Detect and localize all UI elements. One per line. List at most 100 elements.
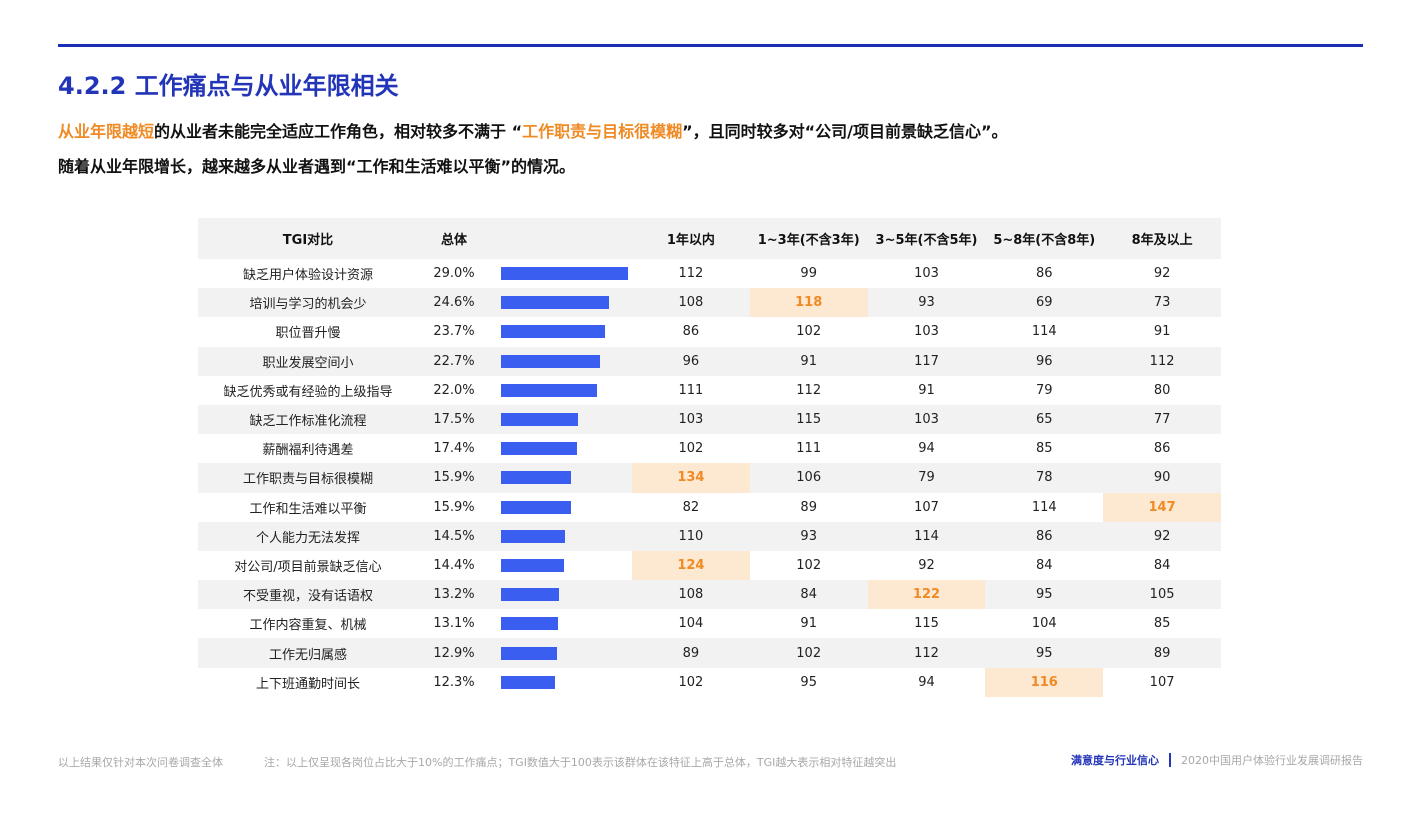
table-row: 缺乏工作标准化流程 17.5% 103 115 103 65 77	[198, 404, 1221, 435]
tgi-value: 105	[1149, 587, 1175, 603]
header-col-4: 8年及以上	[1131, 233, 1193, 248]
row-bar-cell	[490, 638, 632, 667]
tgi-value: 93	[918, 295, 935, 311]
table-row: 上下班通勤时间长 12.3% 102 95 94 116 107	[198, 667, 1221, 697]
header-bar-spacer	[490, 218, 632, 259]
row-label: 工作内容重复、机械	[249, 618, 367, 634]
share-bar	[501, 529, 565, 543]
tgi-value: 110	[678, 528, 704, 544]
tgi-value: 86	[1036, 528, 1053, 544]
row-bar-cell	[490, 347, 632, 376]
tgi-value: 86	[1153, 441, 1171, 457]
tgi-value-highlight: 118	[749, 288, 868, 318]
tgi-value: 94	[918, 441, 935, 457]
table-row: 培训与学习的机会少 24.6% 108 118 93 69 73	[198, 288, 1221, 318]
tgi-value: 103	[914, 324, 939, 340]
share-bar	[501, 267, 628, 281]
share-bar	[501, 646, 558, 660]
tgi-value: 91	[1153, 324, 1171, 340]
tgi-value: 91	[800, 616, 817, 632]
tgi-value: 95	[1036, 645, 1053, 661]
header-col-3: 5~8年(不含8年)	[993, 233, 1096, 248]
row-label: 缺乏用户体验设计资源	[242, 268, 373, 284]
tgi-value: 99	[800, 266, 817, 282]
row-total: 22.0%	[433, 382, 475, 398]
table-row: 薪酬福利待遇差 17.4% 102 111 94 85 86	[198, 434, 1221, 463]
row-bar-cell	[490, 463, 632, 492]
intro-text-1: 的从业者未能完全适应工作角色，相对较多不满于 “	[154, 122, 523, 141]
share-bar	[501, 558, 565, 572]
tgi-value: 107	[1149, 674, 1175, 690]
row-total: 17.5%	[433, 412, 475, 428]
table-row: 个人能力无法发挥 14.5% 110 93 114 86 92	[198, 521, 1221, 551]
row-label: 缺乏优秀或有经验的上级指导	[223, 384, 393, 400]
intro-highlight-years: 从业年限越短	[58, 122, 155, 141]
table-row: 不受重视，没有话语权 13.2% 108 84 122 95 105	[198, 580, 1221, 610]
tgi-value: 103	[914, 266, 939, 282]
share-bar	[501, 471, 571, 485]
footer-right: 满意度与行业信心 2020中国用户体验行业发展调研报告	[1071, 752, 1363, 768]
row-total: 17.4%	[433, 441, 475, 457]
tgi-value: 96	[1036, 353, 1053, 369]
row-total: 24.6%	[433, 295, 475, 311]
tgi-value: 90	[1153, 470, 1171, 486]
tgi-value: 112	[678, 266, 704, 282]
tgi-value: 93	[800, 528, 817, 544]
tgi-value: 79	[918, 470, 935, 486]
row-label: 职位晋升慢	[275, 326, 341, 342]
tgi-value: 79	[1036, 382, 1053, 398]
tgi-value: 112	[796, 382, 822, 398]
table-row: 职位晋升慢 23.7% 86 102 103 114 91	[198, 317, 1221, 346]
row-total: 15.9%	[433, 470, 475, 486]
tgi-value: 92	[1153, 266, 1171, 282]
share-bar	[501, 413, 578, 427]
tgi-value: 85	[1153, 616, 1171, 632]
share-bar	[501, 354, 601, 368]
tgi-value: 94	[918, 674, 935, 690]
tgi-value: 102	[678, 674, 704, 690]
table-header: TGI对比 总体 1年以内 1~3年(不含3年) 3~5年(不含5年) 5~8年…	[198, 218, 1221, 259]
row-total: 12.3%	[433, 674, 475, 690]
tgi-value: 115	[796, 412, 822, 428]
row-bar-cell	[490, 376, 632, 405]
tgi-value: 65	[1036, 412, 1053, 428]
row-total: 14.5%	[433, 528, 475, 544]
tgi-value: 78	[1036, 470, 1053, 486]
tgi-value: 114	[1031, 324, 1057, 340]
row-total: 29.0%	[433, 266, 475, 282]
tgi-value: 108	[678, 587, 704, 603]
row-label: 薪酬福利待遇差	[262, 443, 354, 459]
share-bar	[501, 442, 578, 456]
row-bar-cell	[490, 317, 632, 346]
intro-line-2: 随着从业年限增长，越来越多从业者遇到“工作和生活难以平衡”的情况。	[58, 157, 576, 176]
tgi-value: 107	[914, 499, 939, 515]
tgi-value-highlight: 134	[632, 463, 750, 493]
row-bar-cell	[490, 493, 632, 522]
header-label: TGI对比	[282, 233, 334, 248]
row-bar-cell	[490, 580, 632, 609]
header-col-1: 1~3年(不含3年)	[757, 233, 860, 248]
share-bar	[501, 617, 559, 631]
table-body: 缺乏用户体验设计资源 29.0% 112 99 103 86 92 培训与学习的机会少 24.6…	[198, 259, 1221, 697]
tgi-value: 102	[796, 324, 822, 340]
table-row: 缺乏优秀或有经验的上级指导 22.0% 111 112 91 79 80	[198, 376, 1221, 405]
tgi-value: 108	[678, 295, 704, 311]
tgi-value: 86	[1036, 266, 1053, 282]
row-total: 15.9%	[433, 499, 475, 515]
tgi-value: 89	[800, 499, 817, 515]
share-bar	[501, 296, 609, 310]
row-bar-cell	[490, 609, 632, 638]
tgi-value: 89	[682, 645, 700, 661]
row-total: 12.9%	[433, 645, 475, 661]
row-bar-cell	[490, 522, 632, 551]
tgi-value: 77	[1153, 412, 1171, 428]
row-total: 14.4%	[433, 557, 475, 573]
row-label: 个人能力无法发挥	[255, 530, 360, 546]
tgi-value-highlight: 147	[1103, 492, 1221, 522]
table-row: 工作和生活难以平衡 15.9% 82 89 107 114 147	[198, 492, 1221, 522]
intro-text-2: ”，且同时较多对“公司/项目前景缺乏信心”。	[682, 122, 1008, 141]
tgi-value: 104	[1031, 616, 1057, 632]
tgi-value: 84	[1153, 557, 1171, 573]
row-label: 培训与学习的机会少	[249, 297, 367, 313]
tgi-value: 80	[1153, 382, 1171, 398]
